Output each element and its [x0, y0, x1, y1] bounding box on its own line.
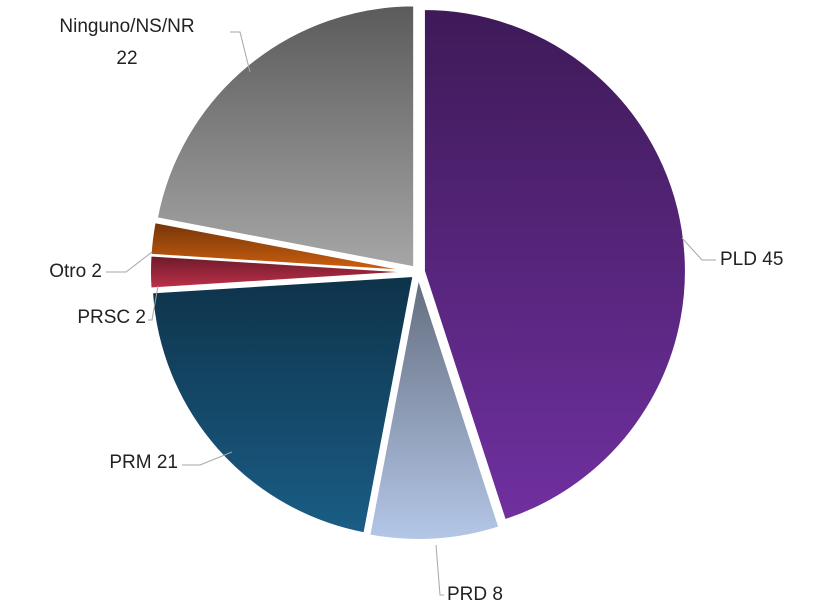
- slice-value: 21: [157, 452, 178, 473]
- slice-label: PRSC 2: [77, 307, 146, 328]
- leader-line: [182, 451, 233, 466]
- leader-line: [681, 237, 716, 261]
- pie-slice: [150, 274, 415, 535]
- slice-value: 2: [135, 307, 146, 328]
- pie-slice: [368, 277, 501, 541]
- slice-value: 45: [762, 249, 783, 270]
- slice-label: Otro 2: [49, 261, 102, 282]
- slice-name: PRSC: [77, 307, 130, 328]
- leader-line: [435, 544, 444, 596]
- slice-name: PRD: [447, 584, 487, 605]
- leader-line: [106, 251, 153, 273]
- leader-line: [230, 31, 251, 73]
- slice-name: PLD: [720, 249, 757, 270]
- pie-slice: [155, 4, 416, 269]
- slice-label: PLD 45: [720, 249, 783, 270]
- slice-value: 2: [91, 261, 102, 282]
- slice-value: 8: [492, 584, 503, 605]
- slice-label: PRM 21: [109, 452, 178, 473]
- slice-label: Ninguno/NS/NR: [59, 16, 194, 37]
- leader-line: [148, 285, 159, 321]
- slice-name: PRM: [109, 452, 151, 473]
- pie-slice: [422, 8, 687, 522]
- slice-value: 22: [116, 48, 137, 69]
- pie-slice: [149, 220, 413, 273]
- slice-label: PRD 8: [447, 584, 503, 605]
- slice-name: Otro: [49, 261, 86, 282]
